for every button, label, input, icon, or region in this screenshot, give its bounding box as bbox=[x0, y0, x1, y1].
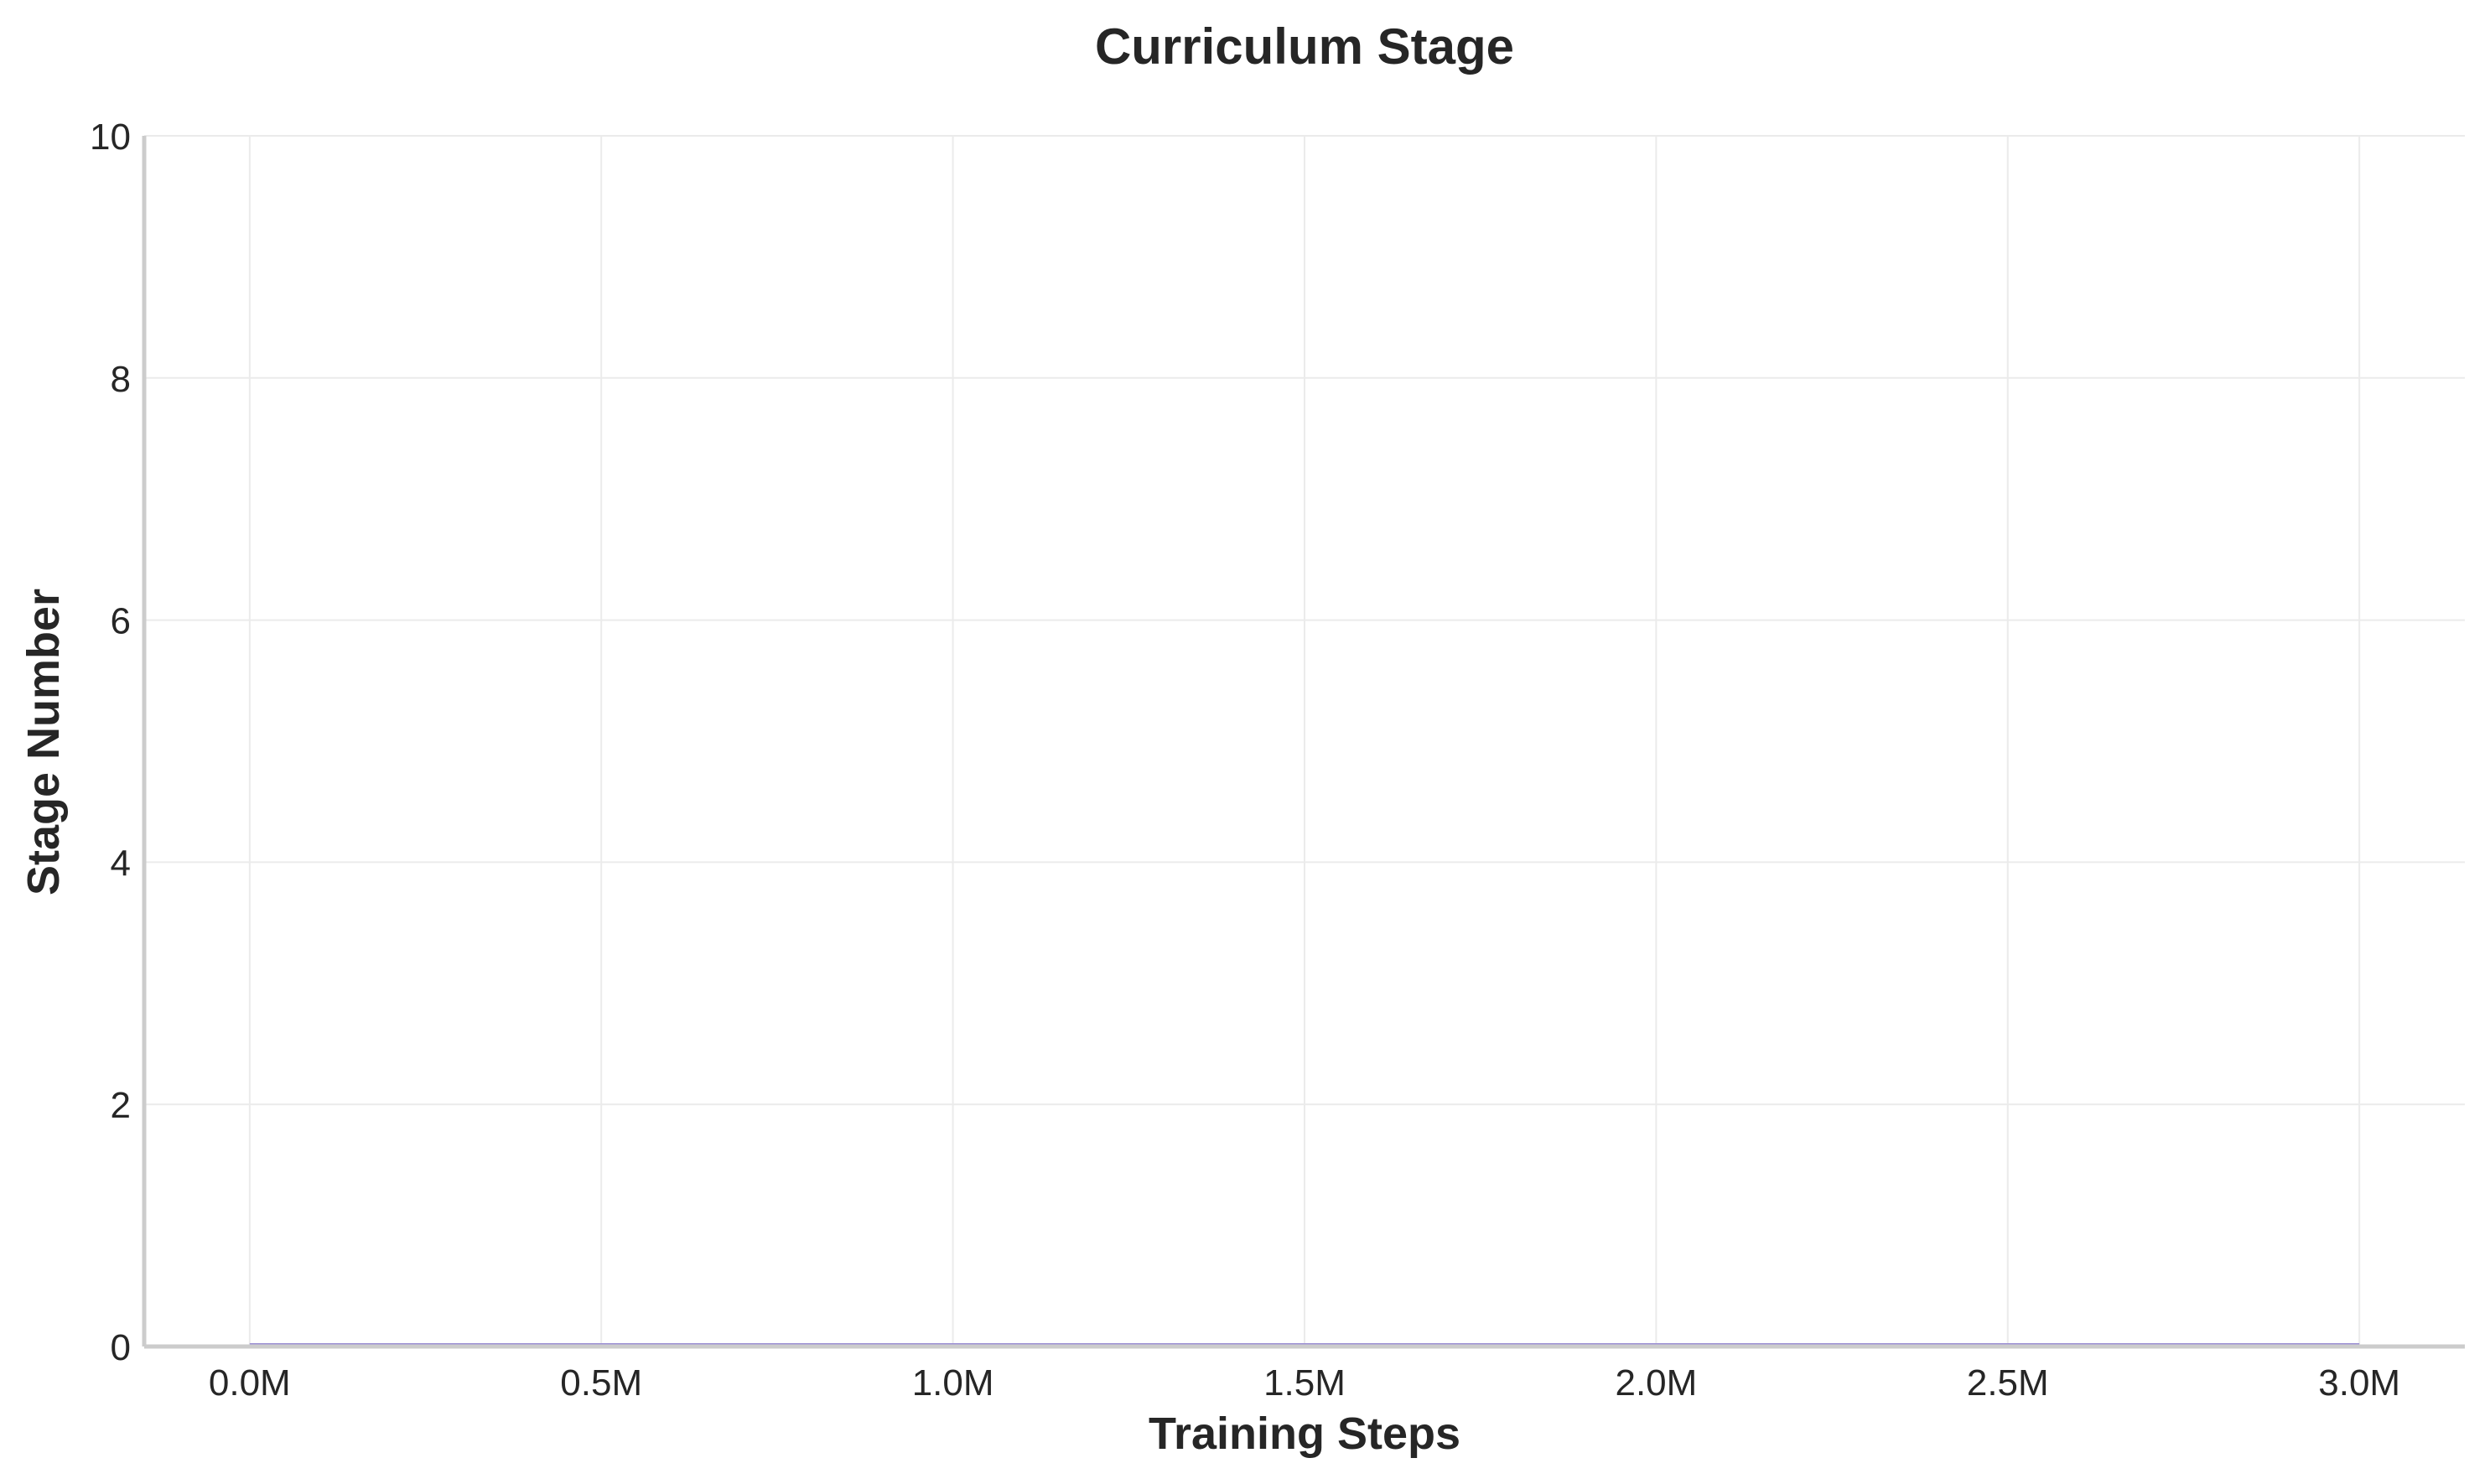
y-tick-label: 2 bbox=[111, 1085, 131, 1126]
x-tick-label: 3.0M bbox=[2318, 1362, 2400, 1404]
y-axis-ticks: 0 2 4 6 8 10 bbox=[90, 117, 131, 1368]
x-axis-label: Training Steps bbox=[1149, 1409, 1460, 1459]
x-tick-label: 1.0M bbox=[912, 1362, 994, 1404]
y-tick-label: 10 bbox=[90, 117, 131, 158]
x-tick-label: 0.5M bbox=[560, 1362, 642, 1404]
y-tick-label: 4 bbox=[111, 843, 131, 884]
grid bbox=[144, 135, 2465, 1347]
chart-title: Curriculum Stage bbox=[1095, 18, 1514, 75]
y-tick-label: 8 bbox=[111, 359, 131, 400]
y-tick-label: 0 bbox=[111, 1327, 131, 1368]
x-tick-label: 2.0M bbox=[1615, 1362, 1697, 1404]
y-axis-label: Stage Number bbox=[18, 589, 69, 895]
x-tick-label: 1.5M bbox=[1263, 1362, 1346, 1404]
y-tick-label: 6 bbox=[111, 601, 131, 642]
x-axis-ticks: 0.0M 0.5M 1.0M 1.5M 2.0M 2.5M 3.0M bbox=[209, 1362, 2400, 1404]
x-tick-label: 2.5M bbox=[1967, 1362, 2049, 1404]
x-tick-label: 0.0M bbox=[209, 1362, 291, 1404]
